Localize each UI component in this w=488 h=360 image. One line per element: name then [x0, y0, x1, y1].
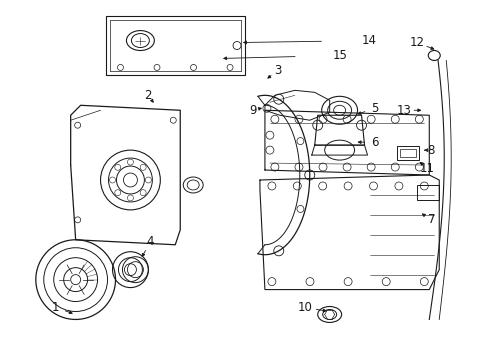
- Text: 1: 1: [52, 301, 60, 314]
- Text: 3: 3: [274, 64, 281, 77]
- Text: 7: 7: [427, 213, 434, 226]
- Text: 15: 15: [331, 49, 346, 62]
- Text: 10: 10: [297, 301, 311, 314]
- Text: 2: 2: [144, 89, 152, 102]
- Text: 5: 5: [370, 102, 377, 115]
- Text: 12: 12: [409, 36, 424, 49]
- Text: 13: 13: [396, 104, 411, 117]
- Text: 6: 6: [370, 136, 378, 149]
- Bar: [397, 146, 419, 160]
- Bar: [400, 149, 415, 157]
- Text: 9: 9: [249, 104, 256, 117]
- Text: 8: 8: [427, 144, 434, 157]
- Bar: [416, 185, 438, 200]
- Text: 4: 4: [146, 235, 154, 248]
- Text: 14: 14: [361, 34, 376, 47]
- Text: 11: 11: [419, 162, 434, 175]
